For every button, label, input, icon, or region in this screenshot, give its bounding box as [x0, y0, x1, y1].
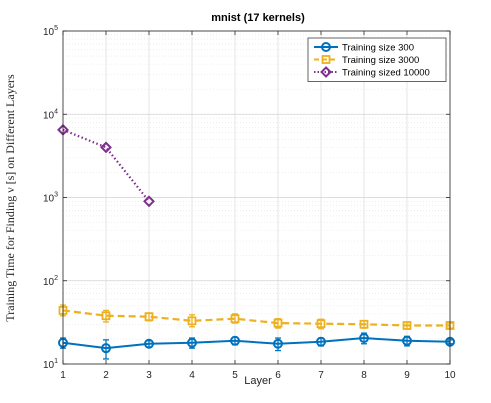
y-tick-exponent: 5 [54, 25, 58, 32]
y-tick-exponent: 2 [54, 275, 58, 282]
x-tick-label: 2 [103, 370, 109, 381]
series-2 [58, 304, 455, 330]
y-tick-label: 101 [43, 358, 58, 371]
x-tick-label: 8 [361, 370, 367, 381]
y-tick-base: 10 [43, 110, 55, 121]
y-tick-base: 10 [43, 27, 55, 38]
y-tick-base: 10 [43, 277, 55, 288]
y-tick-label: 105 [43, 25, 58, 38]
data-point [187, 337, 197, 348]
legend-label: Training size 3000 [342, 55, 419, 66]
legend-marker [321, 55, 331, 64]
data-point [359, 319, 369, 329]
x-tick-label: 3 [146, 370, 152, 381]
tick-marks [62, 30, 451, 365]
series-line [62, 128, 150, 202]
legend-label: Training sized 10000 [342, 68, 430, 79]
data-point [187, 316, 197, 326]
series-line [62, 337, 451, 350]
data-point [273, 338, 283, 349]
x-tick-label: 9 [404, 370, 410, 381]
data-point [402, 335, 412, 346]
y-tick-exponent: 1 [54, 358, 58, 365]
data-point [143, 195, 155, 208]
data-point [101, 343, 111, 354]
data-point [230, 335, 240, 346]
data-point [144, 312, 154, 322]
chart-title: mnist (17 kernels) [211, 12, 305, 24]
x-tick-label: 1 [60, 370, 66, 381]
x-tick-label: 5 [232, 370, 238, 381]
y-tick-base: 10 [43, 194, 55, 205]
x-tick-label: 4 [189, 370, 195, 381]
data-point [316, 319, 326, 329]
legend-label: Training size 300 [342, 43, 414, 54]
data-point [316, 336, 326, 347]
y-tick-label: 104 [43, 108, 58, 121]
series-line [62, 309, 450, 327]
x-tick-label: 6 [275, 370, 281, 381]
y-tick-label: 103 [43, 192, 58, 205]
x-tick-label: 10 [444, 370, 456, 381]
legend-marker [320, 66, 332, 78]
x-tick-labels: 1 2 3 4 5 6 7 8 9 10 [60, 370, 456, 381]
data-point [273, 318, 283, 328]
x-tick-label: 7 [318, 370, 324, 381]
y-tick-label: 102 [43, 275, 58, 288]
y-axis-label: Training Time for Finding ν [s] on Diffe… [3, 74, 17, 322]
legend-marker [321, 42, 331, 52]
data-point [402, 321, 412, 330]
data-point [144, 338, 154, 349]
data-point [359, 333, 369, 344]
y-tick-base: 10 [43, 360, 55, 371]
y-tick-exponent: 3 [54, 192, 58, 199]
data-point [101, 311, 111, 321]
data-point [100, 141, 112, 154]
y-tick-exponent: 4 [54, 108, 58, 115]
data-point [230, 314, 240, 324]
x-axis-label: Layer [244, 375, 272, 387]
